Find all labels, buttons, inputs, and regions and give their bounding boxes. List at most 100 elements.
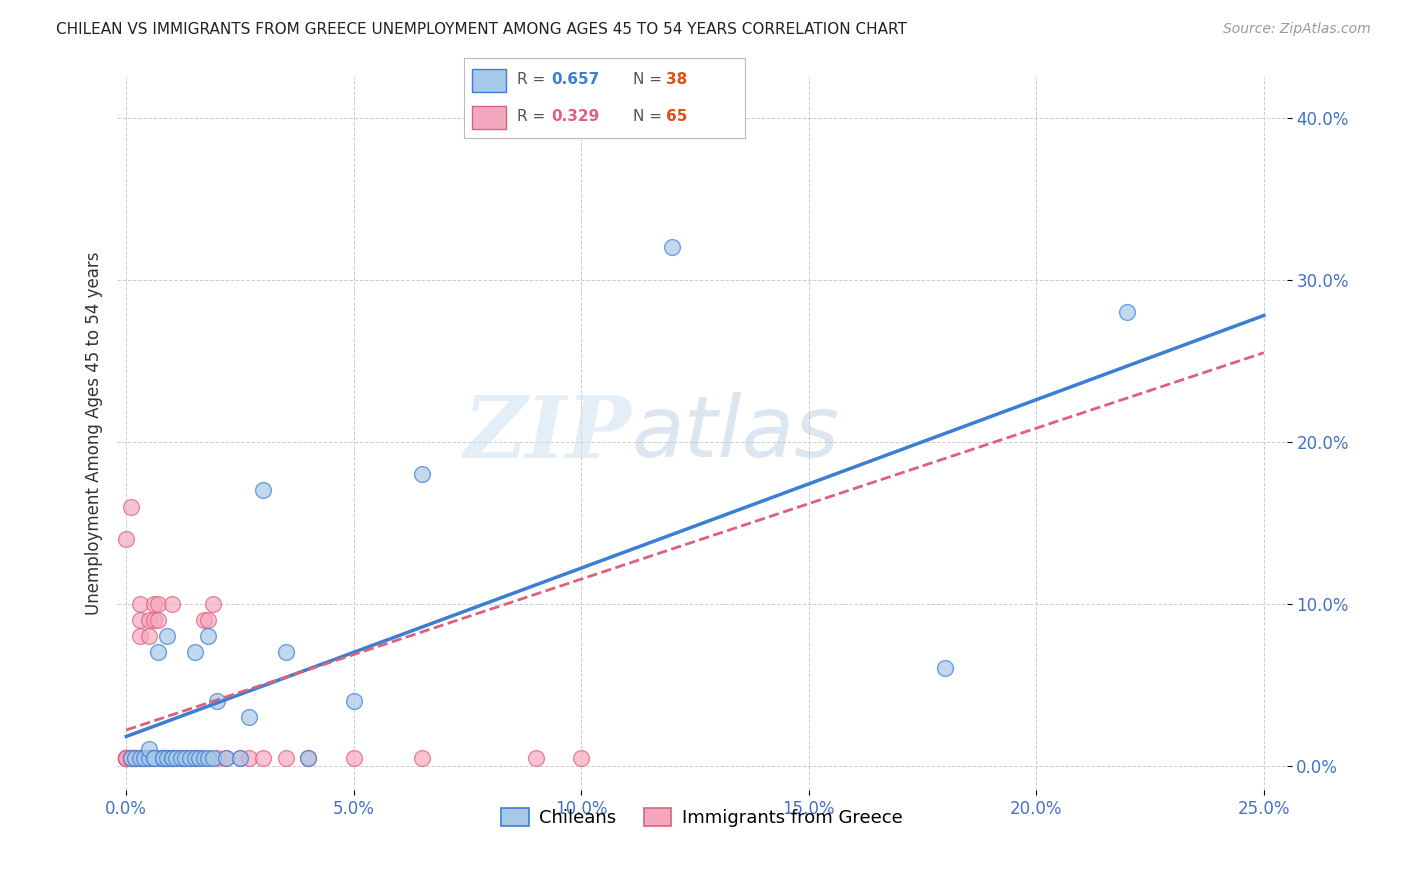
Point <box>138 750 160 764</box>
Point <box>129 613 152 627</box>
Point <box>129 597 152 611</box>
Text: 0.657: 0.657 <box>551 72 599 87</box>
Point <box>201 750 224 764</box>
Point <box>197 613 219 627</box>
Point <box>188 750 211 764</box>
Point <box>142 750 165 764</box>
Point <box>197 629 219 643</box>
Point <box>160 750 183 764</box>
Point <box>160 597 183 611</box>
Point <box>120 750 142 764</box>
Point <box>146 597 169 611</box>
Point <box>274 645 297 659</box>
Point <box>134 750 156 764</box>
Point <box>411 750 433 764</box>
Point <box>661 240 683 254</box>
Point <box>146 750 169 764</box>
Point <box>411 467 433 482</box>
Y-axis label: Unemployment Among Ages 45 to 54 years: Unemployment Among Ages 45 to 54 years <box>86 252 103 615</box>
Point <box>152 750 174 764</box>
Text: CHILEAN VS IMMIGRANTS FROM GREECE UNEMPLOYMENT AMONG AGES 45 TO 54 YEARS CORRELA: CHILEAN VS IMMIGRANTS FROM GREECE UNEMPL… <box>56 22 907 37</box>
Point <box>115 750 138 764</box>
Point <box>152 750 174 764</box>
Point <box>188 750 211 764</box>
Text: N =: N = <box>633 109 666 124</box>
Point <box>160 750 183 764</box>
Point <box>124 750 146 764</box>
Point <box>124 750 146 764</box>
Point <box>160 750 183 764</box>
Point <box>274 750 297 764</box>
Point <box>115 750 138 764</box>
Point <box>129 750 152 764</box>
Point <box>569 750 592 764</box>
Point <box>297 750 319 764</box>
Point <box>134 750 156 764</box>
Point <box>142 597 165 611</box>
Point <box>238 750 260 764</box>
Text: 0.329: 0.329 <box>551 109 599 124</box>
Point <box>160 750 183 764</box>
Point <box>120 500 142 514</box>
Point <box>215 750 238 764</box>
Point <box>170 750 193 764</box>
Point <box>152 750 174 764</box>
Point <box>134 750 156 764</box>
Point <box>124 750 146 764</box>
Point <box>343 750 366 764</box>
Point <box>124 750 146 764</box>
Point <box>1116 305 1139 319</box>
Point <box>183 750 205 764</box>
Point <box>146 613 169 627</box>
Point <box>934 661 956 675</box>
Text: 65: 65 <box>666 109 688 124</box>
Point <box>120 750 142 764</box>
Point <box>174 750 197 764</box>
Text: Source: ZipAtlas.com: Source: ZipAtlas.com <box>1223 22 1371 37</box>
Point <box>183 645 205 659</box>
Point <box>156 750 179 764</box>
Point <box>120 750 142 764</box>
Point <box>142 613 165 627</box>
Point <box>115 750 138 764</box>
Point <box>129 750 152 764</box>
Text: R =: R = <box>517 72 551 87</box>
Point <box>297 750 319 764</box>
Point <box>201 597 224 611</box>
FancyBboxPatch shape <box>472 106 506 128</box>
Point <box>142 750 165 764</box>
Point <box>207 750 229 764</box>
Point <box>183 750 205 764</box>
Point <box>193 613 215 627</box>
Point <box>115 750 138 764</box>
Text: R =: R = <box>517 109 551 124</box>
Point <box>120 750 142 764</box>
Point <box>179 750 201 764</box>
Point <box>170 750 193 764</box>
Point <box>238 710 260 724</box>
Point <box>120 750 142 764</box>
FancyBboxPatch shape <box>472 70 506 92</box>
Legend: Chileans, Immigrants from Greece: Chileans, Immigrants from Greece <box>495 800 910 834</box>
Point <box>343 694 366 708</box>
Point <box>165 750 187 764</box>
Point <box>115 750 138 764</box>
Text: N =: N = <box>633 72 666 87</box>
Point <box>115 750 138 764</box>
Point <box>193 750 215 764</box>
Point <box>165 750 187 764</box>
Point <box>252 483 274 498</box>
Point <box>115 750 138 764</box>
Point <box>229 750 252 764</box>
Point <box>524 750 547 764</box>
Point <box>115 750 138 764</box>
Point <box>207 694 229 708</box>
Point <box>174 750 197 764</box>
Point <box>179 750 201 764</box>
Text: ZIP: ZIP <box>464 392 631 475</box>
Point <box>138 629 160 643</box>
Point <box>138 750 160 764</box>
Point <box>138 742 160 756</box>
Point <box>156 629 179 643</box>
Point <box>142 750 165 764</box>
